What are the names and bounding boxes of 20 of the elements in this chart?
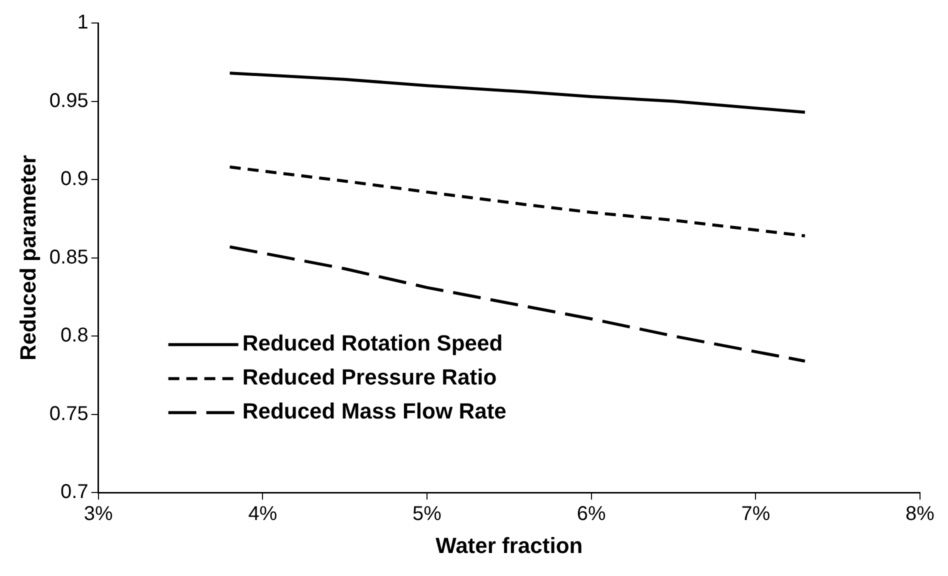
x-tick-label: 6% (576, 503, 606, 526)
legend-label: Reduced Mass Flow Rate (242, 398, 506, 424)
y-tick-label: 0.7 (60, 481, 88, 504)
x-axis-title: Water fraction (436, 532, 583, 558)
y-axis-title: Reduced parameter (15, 154, 40, 361)
y-tick-label: 0.85 (49, 246, 88, 268)
x-tick-label: 8% (906, 503, 935, 526)
legend-label: Reduced Rotation Speed (242, 330, 503, 356)
line-series (228, 166, 806, 238)
y-tick-label: 0.75 (49, 402, 88, 425)
y-tick-label: 1 (77, 12, 88, 34)
line-series (228, 245, 806, 363)
legend-label: Reduced Pressure Ratio (242, 364, 497, 390)
x-tick-label: 3% (84, 503, 113, 526)
y-tick-label: 0.9 (60, 168, 88, 190)
x-tick-label: 7% (741, 503, 770, 526)
y-tick-label: 0.8 (60, 324, 88, 347)
y-tick-label: 0.95 (49, 90, 88, 112)
x-tick-label: 5% (412, 503, 442, 526)
x-tick-label: 4% (248, 503, 278, 526)
